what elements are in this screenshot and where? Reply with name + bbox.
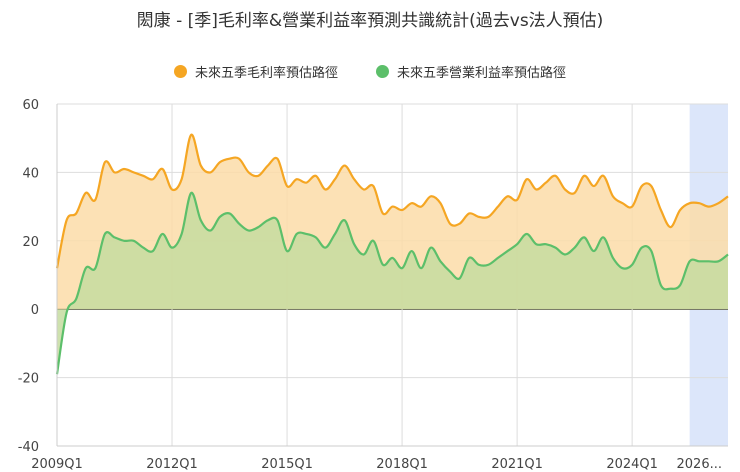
legend-marker-operating-margin (376, 65, 389, 78)
y-tick-label: 0 (31, 303, 39, 318)
legend-item-gross-margin[interactable]: 未來五季毛利率預估路徑 (173, 62, 338, 81)
legend-label-operating-margin: 未來五季營業利益率預估路徑 (397, 66, 567, 81)
x-tick-label: 2012Q1 (146, 457, 198, 472)
x-tick-label: 2018Q1 (376, 457, 428, 472)
y-tick-label: 40 (22, 166, 39, 181)
legend-item-operating-margin[interactable]: 未來五季營業利益率預估路徑 (376, 62, 566, 81)
gross-margin-line (55, 133, 729, 269)
legend-marker-gross-margin (173, 65, 187, 78)
legend: 未來五季毛利率預估路徑 未來五季營業利益率預估路徑 (0, 62, 740, 81)
x-tick-label: 2024Q1 (606, 457, 658, 472)
operating-margin-line (55, 191, 729, 375)
y-tick-label: 20 (22, 235, 39, 250)
y-tick-label: -40 (18, 440, 39, 455)
y-tick-label: -20 (18, 372, 39, 387)
legend-label-gross-margin: 未來五季毛利率預估路徑 (194, 66, 338, 81)
x-tick-label: 2015Q1 (261, 457, 313, 472)
x-tick-label: 2009Q1 (31, 457, 83, 472)
x-tick-label: 2026... (677, 457, 722, 472)
chart-title: 閎康 - [季]毛利率&營業利益率預測共識統計(過去vs法人預估) (136, 11, 604, 31)
operating-margin-area (57, 192, 728, 375)
x-tick-label: 2021Q1 (491, 457, 543, 472)
y-tick-label: 60 (22, 98, 39, 113)
